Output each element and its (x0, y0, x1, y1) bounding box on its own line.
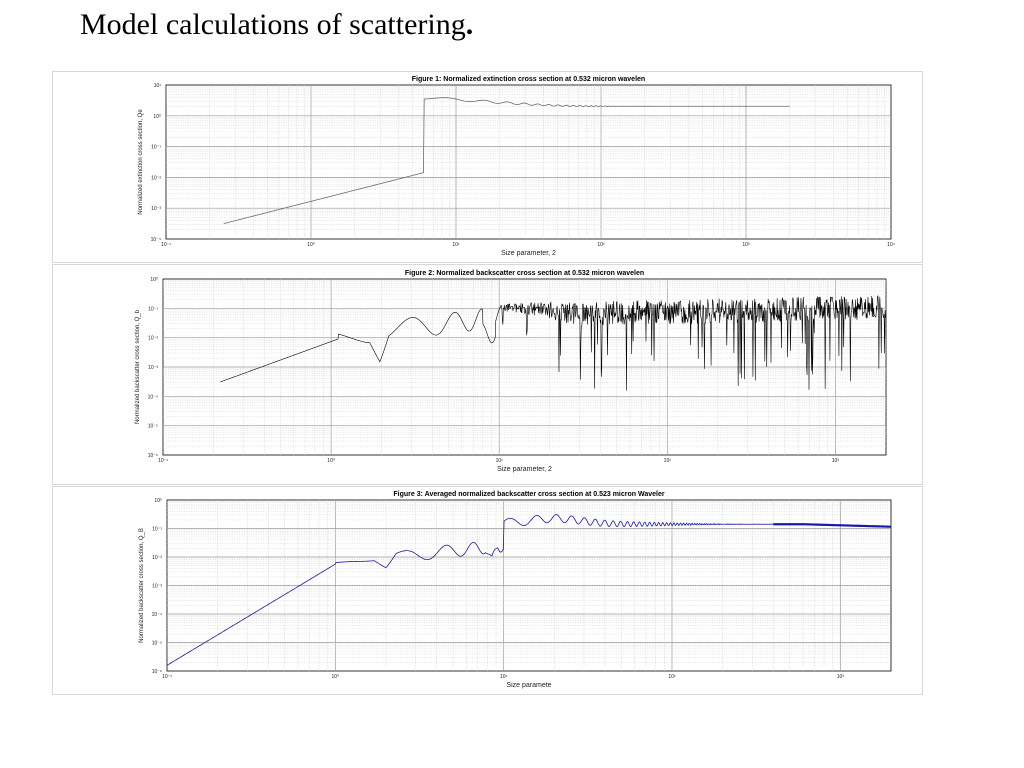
y-tick-label: 10⁻² (151, 175, 161, 181)
x-tick-label: 10² (668, 674, 676, 680)
x-tick-label: 10⁻¹ (161, 242, 171, 248)
chart-title: Figure 2: Normalized backscatter cross s… (405, 270, 644, 277)
y-tick-label: 10⁻³ (148, 365, 158, 371)
x-tick-label: 10⁻¹ (158, 458, 168, 464)
figure-3-panel: Figure 3: Averaged normalized backscatte… (52, 486, 923, 695)
y-tick-label: 10⁻² (148, 336, 158, 342)
y-tick-label: 10⁻¹ (148, 306, 158, 312)
figure-1-panel: Figure 1: Normalized extinction cross se… (52, 71, 923, 263)
x-axis-label: Size parameter, 2 (501, 250, 556, 257)
y-tick-label: 10⁻⁶ (148, 453, 158, 459)
x-tick-label: 10² (597, 242, 605, 248)
y-axis-label: Normalized extinction cross section, Qe (138, 109, 144, 215)
slide-title: Model calculations of scattering. (80, 8, 473, 42)
y-tick-label: 10¹ (154, 83, 162, 89)
x-tick-label: 10² (664, 458, 672, 464)
y-tick-label: 10⁻⁶ (152, 669, 162, 675)
y-tick-label: 10⁻⁴ (151, 237, 161, 243)
grid (167, 500, 891, 671)
y-tick-label: 10⁻⁴ (148, 394, 158, 400)
y-tick-label: 10⁻³ (152, 584, 162, 590)
x-tick-label: 10⁴ (887, 242, 895, 248)
x-tick-label: 10⁰ (327, 458, 335, 464)
plot-area (165, 84, 892, 240)
slide-title-period: . (465, 8, 474, 41)
y-axis-label: Normalized backscatter cross section, Q_… (139, 528, 145, 643)
x-axis-label: Size parameter, 2 (497, 466, 552, 473)
x-tick-label: 10⁰ (307, 242, 315, 248)
y-tick-label: 10⁻⁴ (152, 612, 162, 618)
series-line (220, 295, 887, 391)
figure-3-chart: Figure 3: Averaged normalized backscatte… (139, 491, 892, 689)
x-tick-label: 10³ (837, 674, 845, 680)
y-tick-label: 10⁻⁵ (148, 424, 158, 430)
chart-title: Figure 1: Normalized extinction cross se… (412, 76, 645, 83)
x-tick-label: 10¹ (452, 242, 460, 248)
chart-title: Figure 3: Averaged normalized backscatte… (393, 491, 664, 498)
y-tick-label: 10⁻² (152, 555, 162, 561)
slide-title-text: Model calculations of scattering (80, 8, 466, 41)
x-tick-label: 10⁻¹ (162, 674, 172, 680)
y-tick-label: 10⁻¹ (151, 145, 161, 151)
y-tick-label: 10⁰ (153, 114, 161, 120)
x-tick-label: 10¹ (500, 674, 508, 680)
figure-1-chart: Figure 1: Normalized extinction cross se… (138, 76, 895, 257)
x-tick-label: 10³ (742, 242, 750, 248)
figure-2-chart: Figure 2: Normalized backscatter cross s… (135, 270, 887, 473)
y-tick-label: 10⁻⁵ (152, 641, 162, 647)
y-tick-label: 10⁻¹ (152, 527, 162, 533)
y-axis-label: Normalized backscatter cross section, Q_… (135, 309, 141, 424)
x-tick-label: 10³ (832, 458, 840, 464)
y-tick-label: 10⁰ (154, 498, 162, 504)
y-tick-label: 10⁻³ (151, 206, 161, 212)
series-line (166, 514, 892, 666)
x-tick-label: 10⁰ (332, 674, 340, 680)
figure-2-panel: Figure 2: Normalized backscatter cross s… (52, 264, 923, 485)
y-tick-label: 10⁰ (150, 277, 158, 283)
series-tail (773, 523, 892, 528)
x-tick-label: 10¹ (496, 458, 504, 464)
x-axis-label: Size paramete (506, 682, 551, 689)
series-line (223, 97, 790, 224)
grid (166, 85, 891, 239)
